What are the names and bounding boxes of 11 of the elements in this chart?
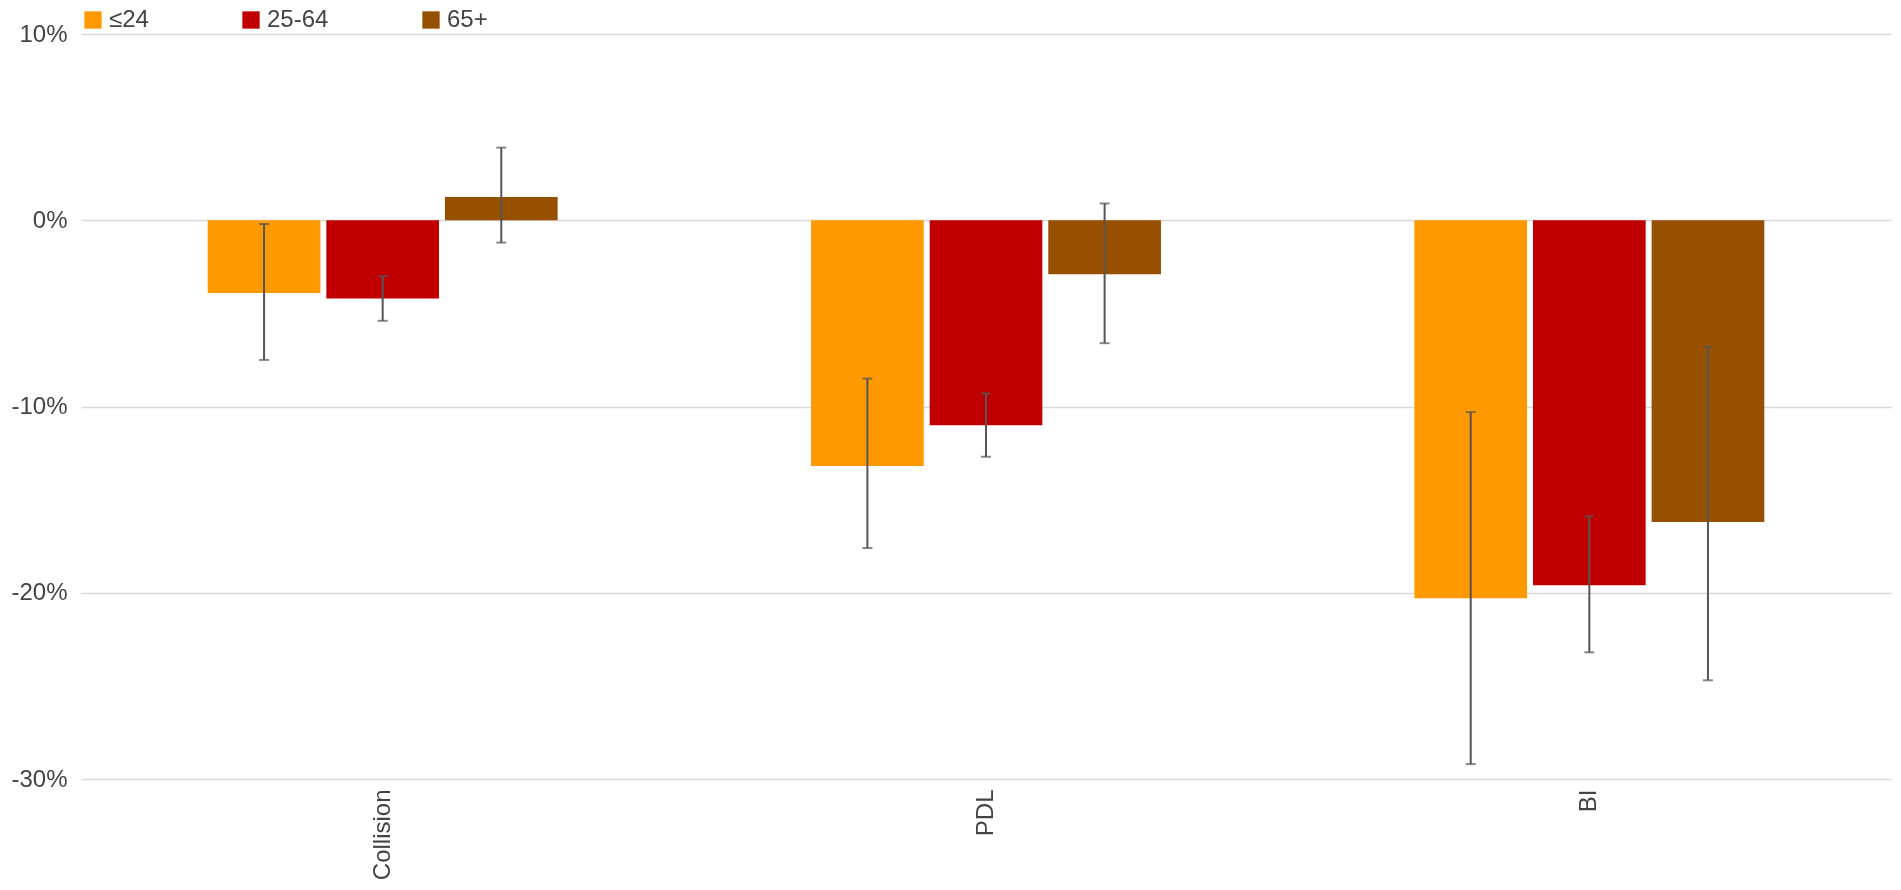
x-tick-label: BI [1574, 789, 1602, 813]
y-tick-label: -20% [11, 578, 68, 606]
legend-label: 65+ [447, 5, 488, 32]
legend-label: 25-64 [267, 5, 329, 32]
y-tick-label: -30% [11, 764, 68, 792]
x-tick-label: PDL [971, 789, 998, 837]
y-tick-label: 10% [19, 19, 68, 47]
y-tick-label: -10% [11, 392, 68, 419]
x-tick-label: Collision [367, 789, 395, 881]
legend-label: ≤24 [109, 5, 149, 32]
y-tick-label: 0% [32, 205, 68, 233]
